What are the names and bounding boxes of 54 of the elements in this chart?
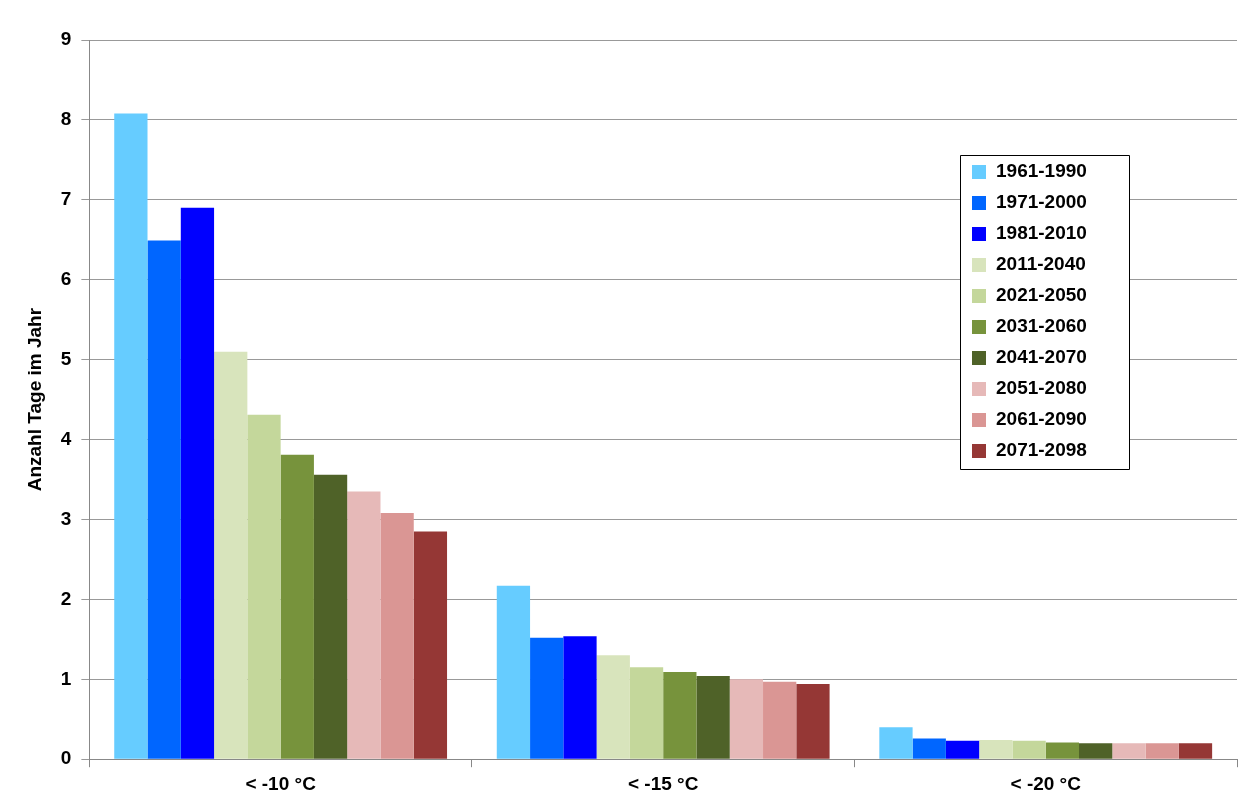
bar [214,351,248,759]
legend-label: 2061-2090 [996,408,1087,430]
x-tick-label: < -10 °C [245,772,317,794]
bar [696,676,730,759]
bar [563,636,597,759]
bar [147,240,181,759]
bar [796,684,830,759]
bar [979,740,1013,759]
bar [729,679,764,759]
bar [1079,743,1113,759]
bar [912,738,946,759]
y-tick-label: 3 [60,507,72,529]
y-axis-title: Anzahl Tage im Jahr [23,307,45,492]
y-tick-label: 4 [60,427,72,449]
bar [496,585,531,759]
legend-label: 2041-2070 [996,346,1087,368]
bar [280,454,314,759]
y-tick-label: 5 [60,347,72,369]
legend-label: 2021-2050 [996,284,1087,306]
bar [1012,740,1046,759]
y-tick-label: 9 [60,28,72,50]
y-tick-label: 8 [60,108,72,130]
legend-label: 1981-2010 [996,222,1087,244]
x-tick-label: < -20 °C [1010,772,1082,794]
y-tick-label: 2 [60,587,72,609]
bar [763,681,797,759]
bar [114,113,148,759]
y-tick-label: 6 [60,267,72,289]
bar [347,491,381,759]
legend-label: 2011-2040 [996,253,1086,275]
bar [413,531,448,759]
bar [629,667,664,759]
bar [1178,743,1213,759]
bar [596,655,630,759]
bar [313,474,348,759]
y-tick-label: 0 [60,747,72,769]
bar [1145,743,1179,759]
bar [247,414,281,759]
legend-label: 2071-2098 [996,439,1087,461]
x-tick-label: < -15 °C [627,772,699,794]
y-tick-label: 7 [60,188,72,210]
legend-label: 1961-1990 [996,160,1087,182]
bar [380,513,414,759]
bar [1112,743,1146,759]
legend-label: 1971-2000 [996,191,1087,213]
bar [879,727,913,759]
bar [530,637,564,759]
y-tick-label: 1 [60,667,72,689]
bar [663,672,697,759]
bar [180,207,215,759]
legend-label: 2031-2060 [996,315,1087,337]
bar [945,740,980,759]
bar [1045,742,1080,759]
legend-label: 2051-2080 [996,377,1087,399]
